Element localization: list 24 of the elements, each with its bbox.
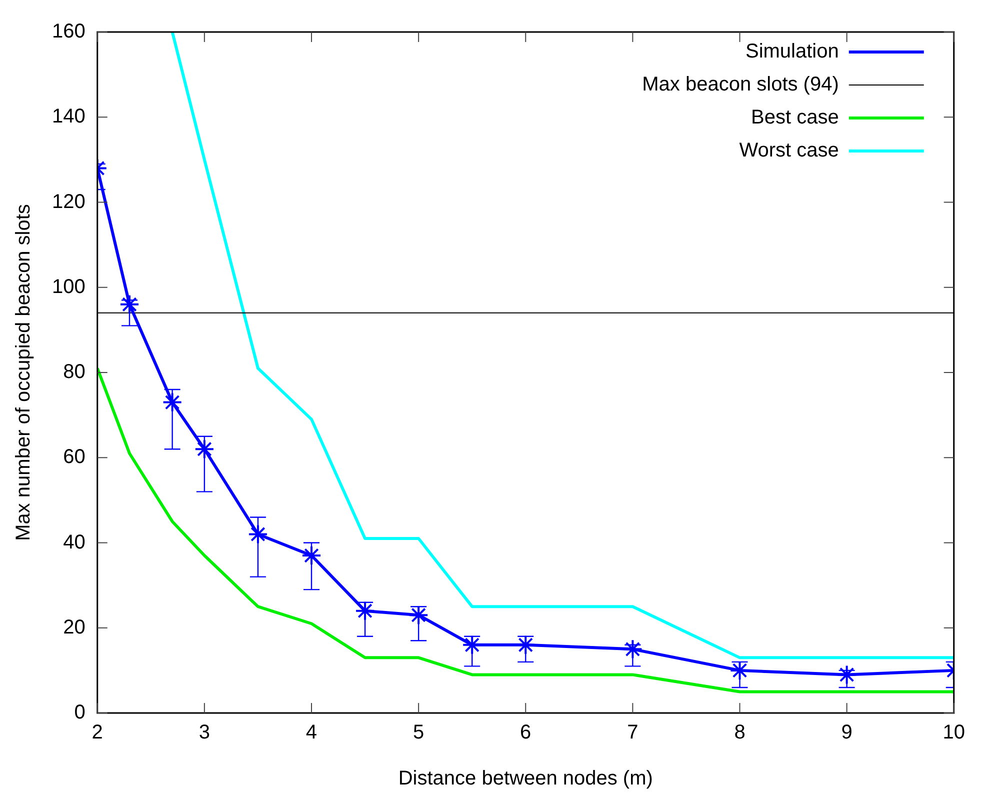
y-tick-label: 60 [63,446,86,468]
x-tick-label: 8 [734,722,746,744]
y-tick-label: 140 [52,106,86,128]
x-tick-label: 5 [412,722,424,744]
x-tick-label: 3 [198,722,210,744]
legend-label: Best case [751,106,839,129]
legend-label: Worst case [739,140,839,162]
y-tick-label: 0 [74,702,86,724]
legend-label: Simulation [745,40,839,63]
x-tick-label: 4 [306,722,318,744]
y-tick-label: 40 [63,531,86,554]
y-tick-label: 120 [52,190,86,213]
x-tick-label: 9 [841,722,852,744]
x-tick-label: 7 [627,722,638,744]
x-tick-label: 2 [92,722,103,744]
y-tick-label: 160 [52,20,86,43]
y-axis-title: Max number of occupied beacon slots [12,204,35,541]
y-tick-label: 80 [63,361,86,384]
x-tick-label: 6 [520,722,532,744]
y-tick-label: 20 [63,616,86,638]
legend-label: Max beacon slots (94) [642,74,839,96]
x-tick-label: 10 [942,722,965,744]
x-axis-title: Distance between nodes (m) [398,768,653,790]
y-tick-label: 100 [52,276,86,298]
